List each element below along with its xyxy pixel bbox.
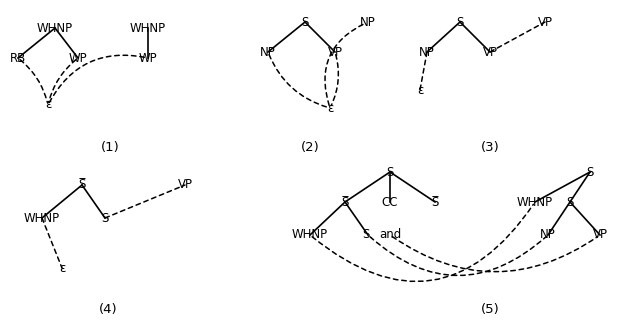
Text: S̅: S̅ bbox=[78, 178, 86, 192]
Text: WHNP: WHNP bbox=[130, 22, 166, 34]
Text: NP: NP bbox=[540, 228, 556, 242]
Text: S: S bbox=[456, 16, 464, 28]
Text: (1): (1) bbox=[100, 141, 120, 155]
Text: S: S bbox=[387, 166, 394, 178]
Text: CC: CC bbox=[381, 196, 398, 209]
Text: WP: WP bbox=[68, 52, 87, 65]
Text: VP: VP bbox=[177, 178, 193, 192]
Text: (5): (5) bbox=[481, 304, 499, 316]
Text: ε: ε bbox=[327, 102, 333, 115]
FancyArrowPatch shape bbox=[370, 237, 546, 275]
Text: WP: WP bbox=[139, 52, 157, 65]
Text: WHNP: WHNP bbox=[37, 22, 73, 34]
FancyArrowPatch shape bbox=[49, 55, 145, 103]
FancyArrowPatch shape bbox=[392, 237, 598, 272]
Text: S: S bbox=[566, 196, 573, 209]
FancyArrowPatch shape bbox=[312, 204, 533, 281]
Text: (3): (3) bbox=[481, 141, 499, 155]
Text: S: S bbox=[301, 16, 308, 28]
Text: ε: ε bbox=[59, 261, 65, 274]
Text: ε: ε bbox=[417, 83, 423, 97]
Text: VP: VP bbox=[483, 45, 497, 59]
Text: ε: ε bbox=[45, 99, 51, 112]
Text: VP: VP bbox=[328, 45, 342, 59]
Text: S: S bbox=[101, 212, 109, 224]
Text: VP: VP bbox=[593, 228, 607, 242]
Text: S: S bbox=[586, 166, 594, 178]
FancyArrowPatch shape bbox=[49, 60, 76, 102]
Text: NP: NP bbox=[419, 45, 435, 59]
Text: NP: NP bbox=[260, 45, 276, 59]
Text: WHNP: WHNP bbox=[24, 212, 60, 224]
FancyArrowPatch shape bbox=[325, 23, 365, 105]
FancyArrowPatch shape bbox=[269, 55, 327, 107]
Text: VP: VP bbox=[538, 16, 552, 28]
FancyArrowPatch shape bbox=[332, 55, 339, 106]
Text: S.: S. bbox=[362, 228, 374, 242]
Text: RB: RB bbox=[10, 52, 26, 65]
Text: NP: NP bbox=[360, 16, 376, 28]
Text: (4): (4) bbox=[99, 304, 117, 316]
FancyArrowPatch shape bbox=[20, 60, 47, 102]
Text: S̅: S̅ bbox=[431, 196, 438, 209]
Text: S̅: S̅ bbox=[341, 196, 349, 209]
Text: WHNP: WHNP bbox=[292, 228, 328, 242]
Text: and: and bbox=[379, 228, 401, 242]
Text: (2): (2) bbox=[301, 141, 319, 155]
Text: WHNP: WHNP bbox=[517, 196, 553, 209]
